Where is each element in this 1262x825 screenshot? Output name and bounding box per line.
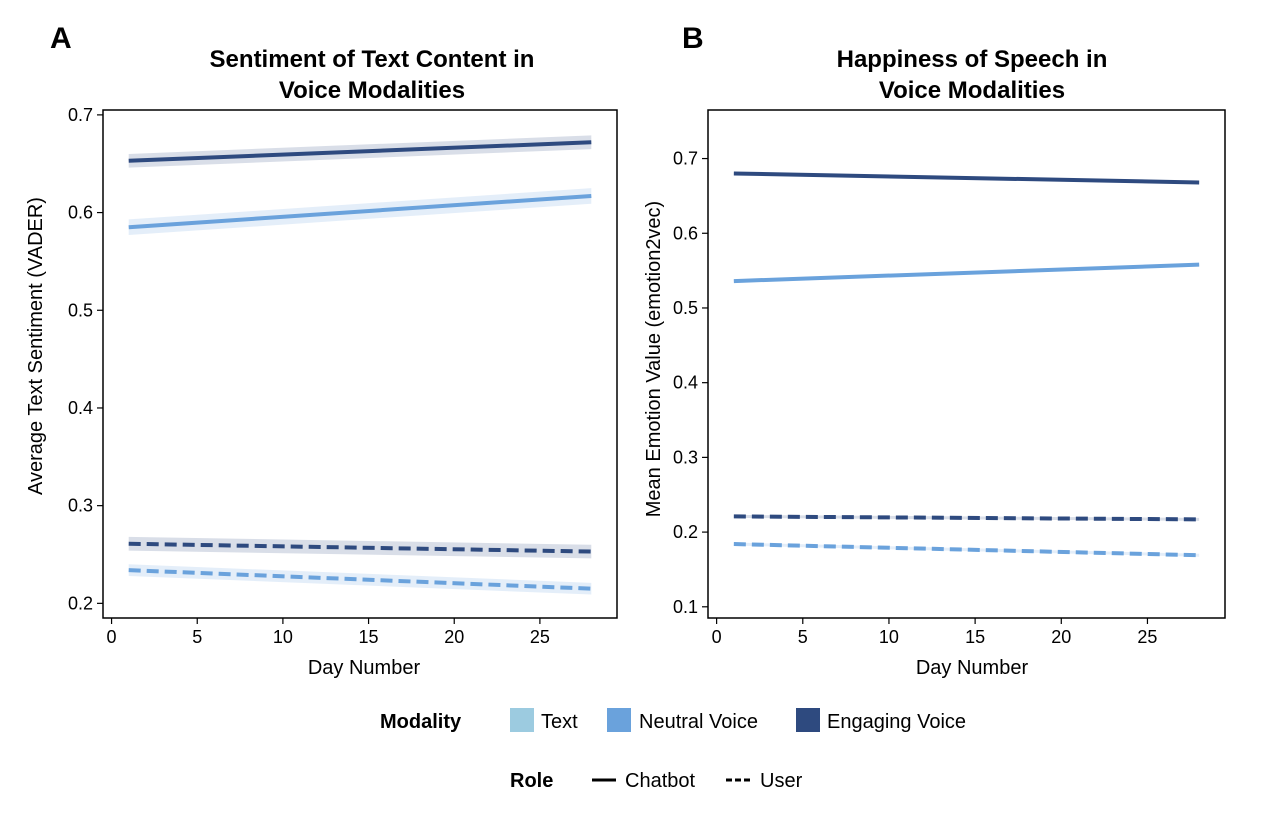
- chart-b-series-line-3: [733, 542, 1200, 558]
- panel-a: A Sentiment of Text Content in Voice Mod…: [25, 22, 618, 679]
- panel-b: B Happiness of Speech in Voice Modalitie…: [643, 22, 1226, 679]
- chart-b-x-tick-label: 25: [1137, 627, 1157, 647]
- chart-b-y-tick-label: 0.4: [673, 373, 698, 393]
- chart-b-x-tick-label: 20: [1051, 627, 1071, 647]
- chart-a-y-tick-label: 0.7: [68, 105, 93, 125]
- chart-b-x-tick-label: 10: [879, 627, 899, 647]
- chart-a-y-tick-label: 0.5: [68, 300, 93, 320]
- chart-b-x-axis-label: Day Number: [916, 657, 1029, 679]
- chart-a-series-line-0: [128, 140, 592, 163]
- chart-a-x-tick-label: 15: [359, 627, 379, 647]
- chart-b-y-tick-label: 0.6: [673, 223, 698, 243]
- legend-modality-title: Modality: [380, 711, 462, 733]
- chart-b-title-line-2: Voice Modalities: [879, 77, 1065, 104]
- chart-a-title-line-2: Voice Modalities: [279, 77, 465, 104]
- chart-b-title-line-1: Happiness of Speech in: [837, 46, 1108, 73]
- chart-a-y-axis-label: Average Text Sentiment (VADER): [25, 197, 47, 495]
- chart-a-y-tick-label: 0.4: [68, 398, 93, 418]
- chart-b-y-tick-label: 0.2: [673, 522, 698, 542]
- chart-b-y-tick-label: 0.1: [673, 597, 698, 617]
- legend-label-engaging-voice: Engaging Voice: [827, 711, 966, 733]
- chart-a-title-line-1: Sentiment of Text Content in: [210, 46, 535, 73]
- legend-swatch-neutral-voice: [607, 708, 631, 732]
- chart-b-series-line-0: [733, 171, 1200, 185]
- legend-swatch-engaging-voice: [796, 708, 820, 732]
- chart-a-x-tick-label: 10: [273, 627, 293, 647]
- chart-a-series-line-3: [128, 568, 592, 591]
- chart-a-x-tick-label: 20: [444, 627, 464, 647]
- chart-a-x-axis-label: Day Number: [308, 657, 421, 679]
- chart-a-ci-band-2: [128, 536, 592, 559]
- chart-a-plot-frame: [102, 109, 618, 619]
- chart-b-plot-frame: [707, 109, 1226, 619]
- chart-b-y-tick-label: 0.5: [673, 298, 698, 318]
- legend-role-title: Role: [510, 770, 553, 792]
- legend-label-chatbot: Chatbot: [625, 770, 695, 792]
- chart-b-ci-band-3: [733, 542, 1200, 557]
- chart-a-x-tick-label: 5: [192, 627, 202, 647]
- chart-b-series-line-2: [733, 514, 1200, 522]
- panel-letter-a: A: [50, 22, 72, 55]
- chart-b-y-tick-label: 0.3: [673, 447, 698, 467]
- chart-a-ci-band-3: [128, 564, 592, 595]
- legend-label-user: User: [760, 770, 803, 792]
- chart-b-y-tick-label: 0.7: [673, 149, 698, 169]
- chart-a-y-tick-label: 0.3: [68, 496, 93, 516]
- legend-swatch-text: [510, 708, 534, 732]
- chart-b-x-tick-label: 0: [712, 627, 722, 647]
- chart-a-series-line-2: [128, 541, 592, 554]
- legend-label-text: Text: [541, 711, 578, 733]
- legend-label-neutral-voice: Neutral Voice: [639, 711, 758, 733]
- chart-b-x-tick-label: 5: [798, 627, 808, 647]
- chart-b-y-axis-label: Mean Emotion Value (emotion2vec): [643, 201, 665, 517]
- panel-letter-b: B: [682, 22, 704, 55]
- chart-b-x-tick-label: 15: [965, 627, 985, 647]
- chart-a-y-tick-label: 0.6: [68, 203, 93, 223]
- chart-a-y-tick-label: 0.2: [68, 593, 93, 613]
- legend: Modality Text Neutral Voice Engaging Voi…: [380, 708, 966, 792]
- chart-a-x-tick-label: 25: [530, 627, 550, 647]
- chart-b-series-line-1: [733, 262, 1200, 284]
- chart-a-x-tick-label: 0: [107, 627, 117, 647]
- chart-a-series-line-1: [128, 193, 592, 230]
- chart-b-ci-band-2: [733, 514, 1200, 521]
